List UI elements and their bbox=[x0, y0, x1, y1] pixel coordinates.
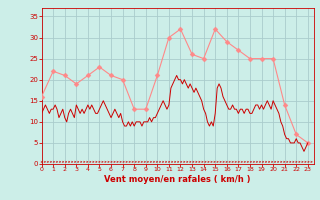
X-axis label: Vent moyen/en rafales ( km/h ): Vent moyen/en rafales ( km/h ) bbox=[104, 175, 251, 184]
